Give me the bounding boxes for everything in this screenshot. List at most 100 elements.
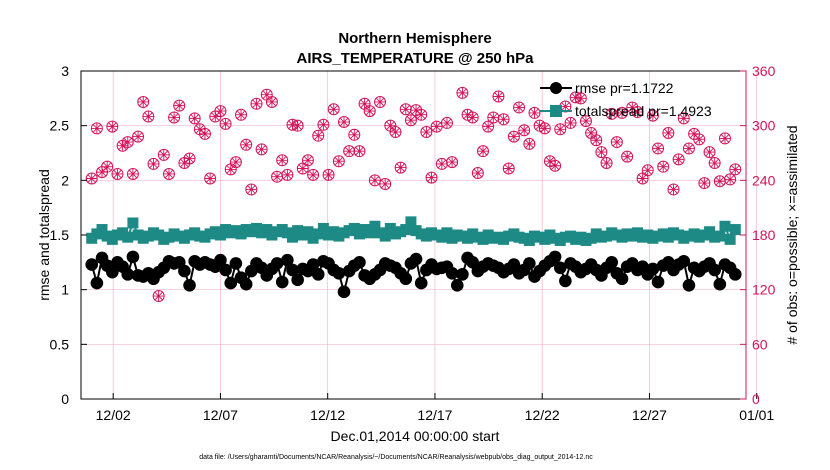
- rmse-point: [106, 265, 119, 279]
- rmse-point: [456, 268, 469, 281]
- x-tick-label: 12/22: [525, 407, 560, 423]
- y-right-tick-label: 240: [752, 172, 776, 188]
- obs-assimilated-point: [292, 120, 304, 132]
- y-axis-label: rmse and totalspread: [36, 169, 52, 301]
- obs-assimilated-point: [446, 156, 458, 168]
- totalspread-point: [369, 220, 381, 232]
- obs-assimilated-point: [559, 101, 571, 113]
- obs-assimilated-point: [565, 117, 577, 129]
- obs-assimilated-point: [184, 152, 196, 164]
- totalspread-point: [364, 227, 376, 239]
- x-tick-label: 12/27: [632, 407, 667, 423]
- obs-assimilated-point: [312, 130, 324, 142]
- rmse-point: [445, 266, 459, 280]
- rmse-point: [219, 263, 232, 277]
- obs-assimilated-point: [631, 106, 643, 118]
- obs-assimilated-point: [317, 119, 329, 131]
- obs-assimilated-point: [235, 109, 247, 121]
- obs-assimilated-point: [230, 156, 242, 168]
- chart-title: Northern Hemisphere: [338, 30, 491, 47]
- obs-assimilated-point: [549, 160, 561, 172]
- obs-assimilated-point: [148, 158, 160, 170]
- obs-assimilated-point: [384, 120, 396, 132]
- obs-assimilated-point: [153, 290, 165, 302]
- legend: rmse pr=1.1722 totalspread pr=1.4923: [540, 80, 712, 119]
- obs-assimilated-point: [585, 127, 597, 139]
- obs-assimilated-point: [348, 129, 360, 141]
- rmse-point: [270, 257, 284, 270]
- obs-assimilated-point: [528, 107, 540, 119]
- rmse-point: [713, 277, 727, 291]
- obs-assimilated-point: [534, 120, 546, 132]
- obs-assimilated-point: [271, 171, 283, 183]
- obs-assimilated-point: [173, 100, 185, 112]
- obs-assimilated-point: [518, 124, 530, 136]
- obs-assimilated-point: [343, 145, 355, 157]
- totalspread-point: [317, 222, 329, 234]
- obs-assimilated-point: [642, 164, 654, 176]
- rmse-point: [311, 268, 325, 281]
- obs-assimilated-point: [91, 122, 103, 134]
- obs-assimilated-point: [456, 87, 468, 99]
- obs-assimilated-point: [626, 101, 638, 113]
- y-tick-layer: 0 0.5 1 1.5 2 2.5 3: [50, 63, 87, 407]
- obs-assimilated-point: [431, 121, 443, 133]
- totalspread-point: [122, 231, 134, 243]
- obs-assimilated-point: [673, 153, 685, 165]
- y-right-tick-label: 300: [752, 118, 776, 134]
- obs-assimilated-point: [353, 145, 365, 157]
- obs-assimilated-point: [168, 111, 180, 123]
- obs-assimilated-point: [472, 167, 484, 179]
- totalspread-point: [96, 224, 108, 236]
- obs-assimilated-point: [616, 107, 628, 119]
- obs-assimilated-point: [302, 154, 314, 166]
- rmse-point: [409, 252, 423, 266]
- y-right-tick-label: 120: [752, 282, 776, 298]
- obs-assimilated-point: [693, 133, 705, 145]
- rmse-point: [229, 257, 243, 270]
- obs-assimilated-point: [477, 145, 489, 157]
- x-tick-layer: 12/02 12/07 12/12 12/17 12/22 12/27 01/01: [96, 393, 774, 423]
- obs-assimilated-point: [492, 91, 504, 103]
- y-tick-label: 0: [61, 391, 69, 407]
- obs-assimilated-point: [544, 155, 556, 167]
- obs-assimilated-point: [400, 103, 412, 115]
- obs-assimilated-point: [724, 173, 736, 185]
- x-axis-label: Dec.01,2014 00:00:00 start: [331, 428, 500, 444]
- totalspread-point: [729, 224, 741, 236]
- y-right-tick-label: 0: [752, 391, 760, 407]
- rmse-point: [605, 256, 619, 269]
- obs-assimilated-point: [462, 109, 474, 121]
- y-right-tick-label: 180: [752, 227, 776, 243]
- totalspread-point: [724, 233, 736, 245]
- legend-label-totalspread: totalspread pr=1.4923: [575, 103, 712, 119]
- rmse-point: [214, 253, 227, 267]
- legend-label-rmse: rmse pr=1.1722: [575, 80, 674, 96]
- obs-assimilated-point: [426, 172, 438, 184]
- obs-assimilated-point: [359, 98, 371, 110]
- obs-assimilated-point: [621, 151, 633, 163]
- obs-assimilated-point: [281, 169, 293, 181]
- obs-assimilated-point: [189, 112, 201, 124]
- obs-assimilated-point: [570, 91, 582, 103]
- rmse-point: [337, 285, 351, 299]
- obs-assimilated-point: [328, 103, 340, 115]
- obs-assimilated-point: [261, 89, 273, 101]
- rmse-point: [85, 258, 99, 271]
- obs-assimilated-point: [245, 183, 257, 195]
- obs-assimilated-point: [132, 131, 144, 143]
- rmse-point: [275, 275, 289, 289]
- rmse-point: [548, 250, 562, 264]
- obs-assimilated-point: [652, 142, 664, 154]
- obs-assimilated-point: [657, 161, 669, 173]
- obs-assimilated-point: [688, 128, 700, 140]
- obs-assimilated-point: [101, 161, 113, 173]
- obs-assimilated-point: [389, 126, 401, 138]
- obs-assimilated-point: [410, 104, 422, 116]
- obs-assimilated-point: [580, 115, 592, 127]
- obs-assimilated-point: [323, 169, 335, 181]
- obs-assimilated-point: [338, 116, 350, 128]
- rmse-point: [306, 258, 320, 271]
- x-tick-label: 01/01: [739, 407, 774, 423]
- obs-assimilated-point: [220, 118, 232, 130]
